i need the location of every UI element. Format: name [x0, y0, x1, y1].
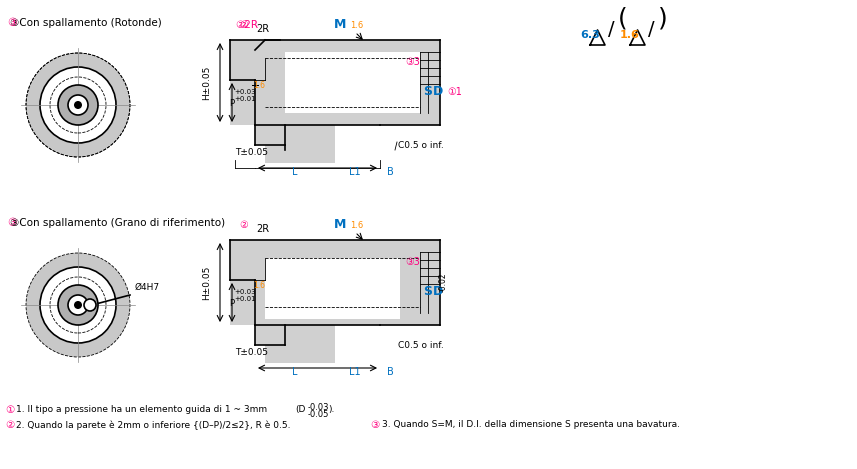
- Text: (D: (D: [295, 405, 305, 414]
- Text: 1.6: 1.6: [351, 21, 363, 30]
- Bar: [265, 258, 400, 319]
- Circle shape: [40, 267, 116, 343]
- Text: 1.6: 1.6: [253, 81, 265, 90]
- Bar: [265, 145, 335, 163]
- Text: /: /: [608, 20, 614, 39]
- Circle shape: [68, 295, 88, 315]
- Text: L: L: [292, 167, 297, 177]
- Text: 2. Quando la parete è 2mm o inferiore {(D–P)/2≤2}, R è 0.5.: 2. Quando la parete è 2mm o inferiore {(…: [16, 420, 291, 430]
- Text: B: B: [387, 167, 393, 177]
- Bar: [230, 40, 440, 125]
- Text: ③3: ③3: [405, 257, 420, 267]
- Circle shape: [74, 301, 82, 309]
- Text: -0.02: -0.02: [439, 272, 447, 292]
- Text: P: P: [230, 98, 235, 107]
- Text: C0.5 o inf.: C0.5 o inf.: [398, 341, 444, 350]
- Text: ②: ②: [5, 420, 15, 430]
- Text: L: L: [292, 367, 297, 377]
- Text: -0.05: -0.05: [308, 410, 329, 419]
- Text: H±0.05: H±0.05: [202, 265, 212, 300]
- Text: B: B: [387, 367, 393, 377]
- Text: ): ): [658, 6, 668, 30]
- Text: T±0.05: T±0.05: [235, 348, 268, 357]
- Text: M: M: [334, 18, 346, 31]
- Text: 1.6: 1.6: [253, 281, 265, 290]
- Text: 2R: 2R: [256, 224, 269, 234]
- Text: 1. Il tipo a pressione ha un elemento guida di 1 ~ 3mm: 1. Il tipo a pressione ha un elemento gu…: [16, 405, 267, 414]
- Circle shape: [74, 101, 82, 109]
- Text: C0.5 o inf.: C0.5 o inf.: [398, 141, 444, 150]
- Text: 6.3: 6.3: [580, 30, 600, 40]
- Text: S: S: [423, 85, 432, 98]
- Text: (: (: [618, 6, 627, 30]
- Text: ③Con spallamento (Rotonde): ③Con spallamento (Rotonde): [10, 18, 162, 28]
- Bar: [265, 345, 335, 363]
- Text: ③: ③: [7, 218, 17, 228]
- Circle shape: [58, 285, 98, 325]
- Text: ①: ①: [5, 405, 15, 415]
- Bar: [255, 125, 335, 145]
- Text: ②2R: ②2R: [236, 20, 259, 30]
- Text: ③Con spallamento (Grano di riferimento): ③Con spallamento (Grano di riferimento): [10, 218, 225, 228]
- Text: L1: L1: [349, 367, 361, 377]
- Bar: [230, 240, 440, 325]
- Bar: [255, 325, 335, 345]
- Text: D: D: [433, 285, 443, 298]
- Text: ③: ③: [370, 420, 380, 430]
- Text: +0.03
+0.01: +0.03 +0.01: [234, 288, 255, 302]
- Text: ).: ).: [328, 405, 334, 414]
- Text: M: M: [334, 218, 346, 231]
- Text: -0.03: -0.03: [308, 403, 329, 412]
- Text: T±0.05: T±0.05: [235, 148, 268, 157]
- Circle shape: [26, 253, 130, 357]
- Text: /: /: [648, 20, 655, 39]
- Circle shape: [84, 299, 96, 311]
- Text: H±0.05: H±0.05: [202, 65, 212, 100]
- Text: P: P: [230, 298, 235, 308]
- Text: ③3: ③3: [405, 57, 420, 67]
- Text: ③: ③: [7, 18, 17, 28]
- Text: Ø4H7: Ø4H7: [135, 283, 160, 292]
- Text: S: S: [423, 285, 432, 298]
- Text: ①1: ①1: [447, 87, 462, 97]
- Circle shape: [40, 67, 116, 143]
- Text: +0.03
+0.01: +0.03 +0.01: [234, 89, 255, 101]
- Text: ②: ②: [240, 220, 249, 230]
- Circle shape: [68, 95, 88, 115]
- Bar: [285, 52, 420, 113]
- Text: 2R: 2R: [256, 24, 269, 34]
- Text: 3. Quando S=M, il D.I. della dimensione S presenta una bavatura.: 3. Quando S=M, il D.I. della dimensione …: [382, 420, 680, 429]
- Text: 1.6: 1.6: [351, 221, 363, 230]
- Circle shape: [26, 53, 130, 157]
- Text: 1.6: 1.6: [620, 30, 640, 40]
- Text: D: D: [433, 85, 443, 98]
- Circle shape: [58, 85, 98, 125]
- Text: L1: L1: [349, 167, 361, 177]
- Text: ②: ②: [240, 20, 249, 30]
